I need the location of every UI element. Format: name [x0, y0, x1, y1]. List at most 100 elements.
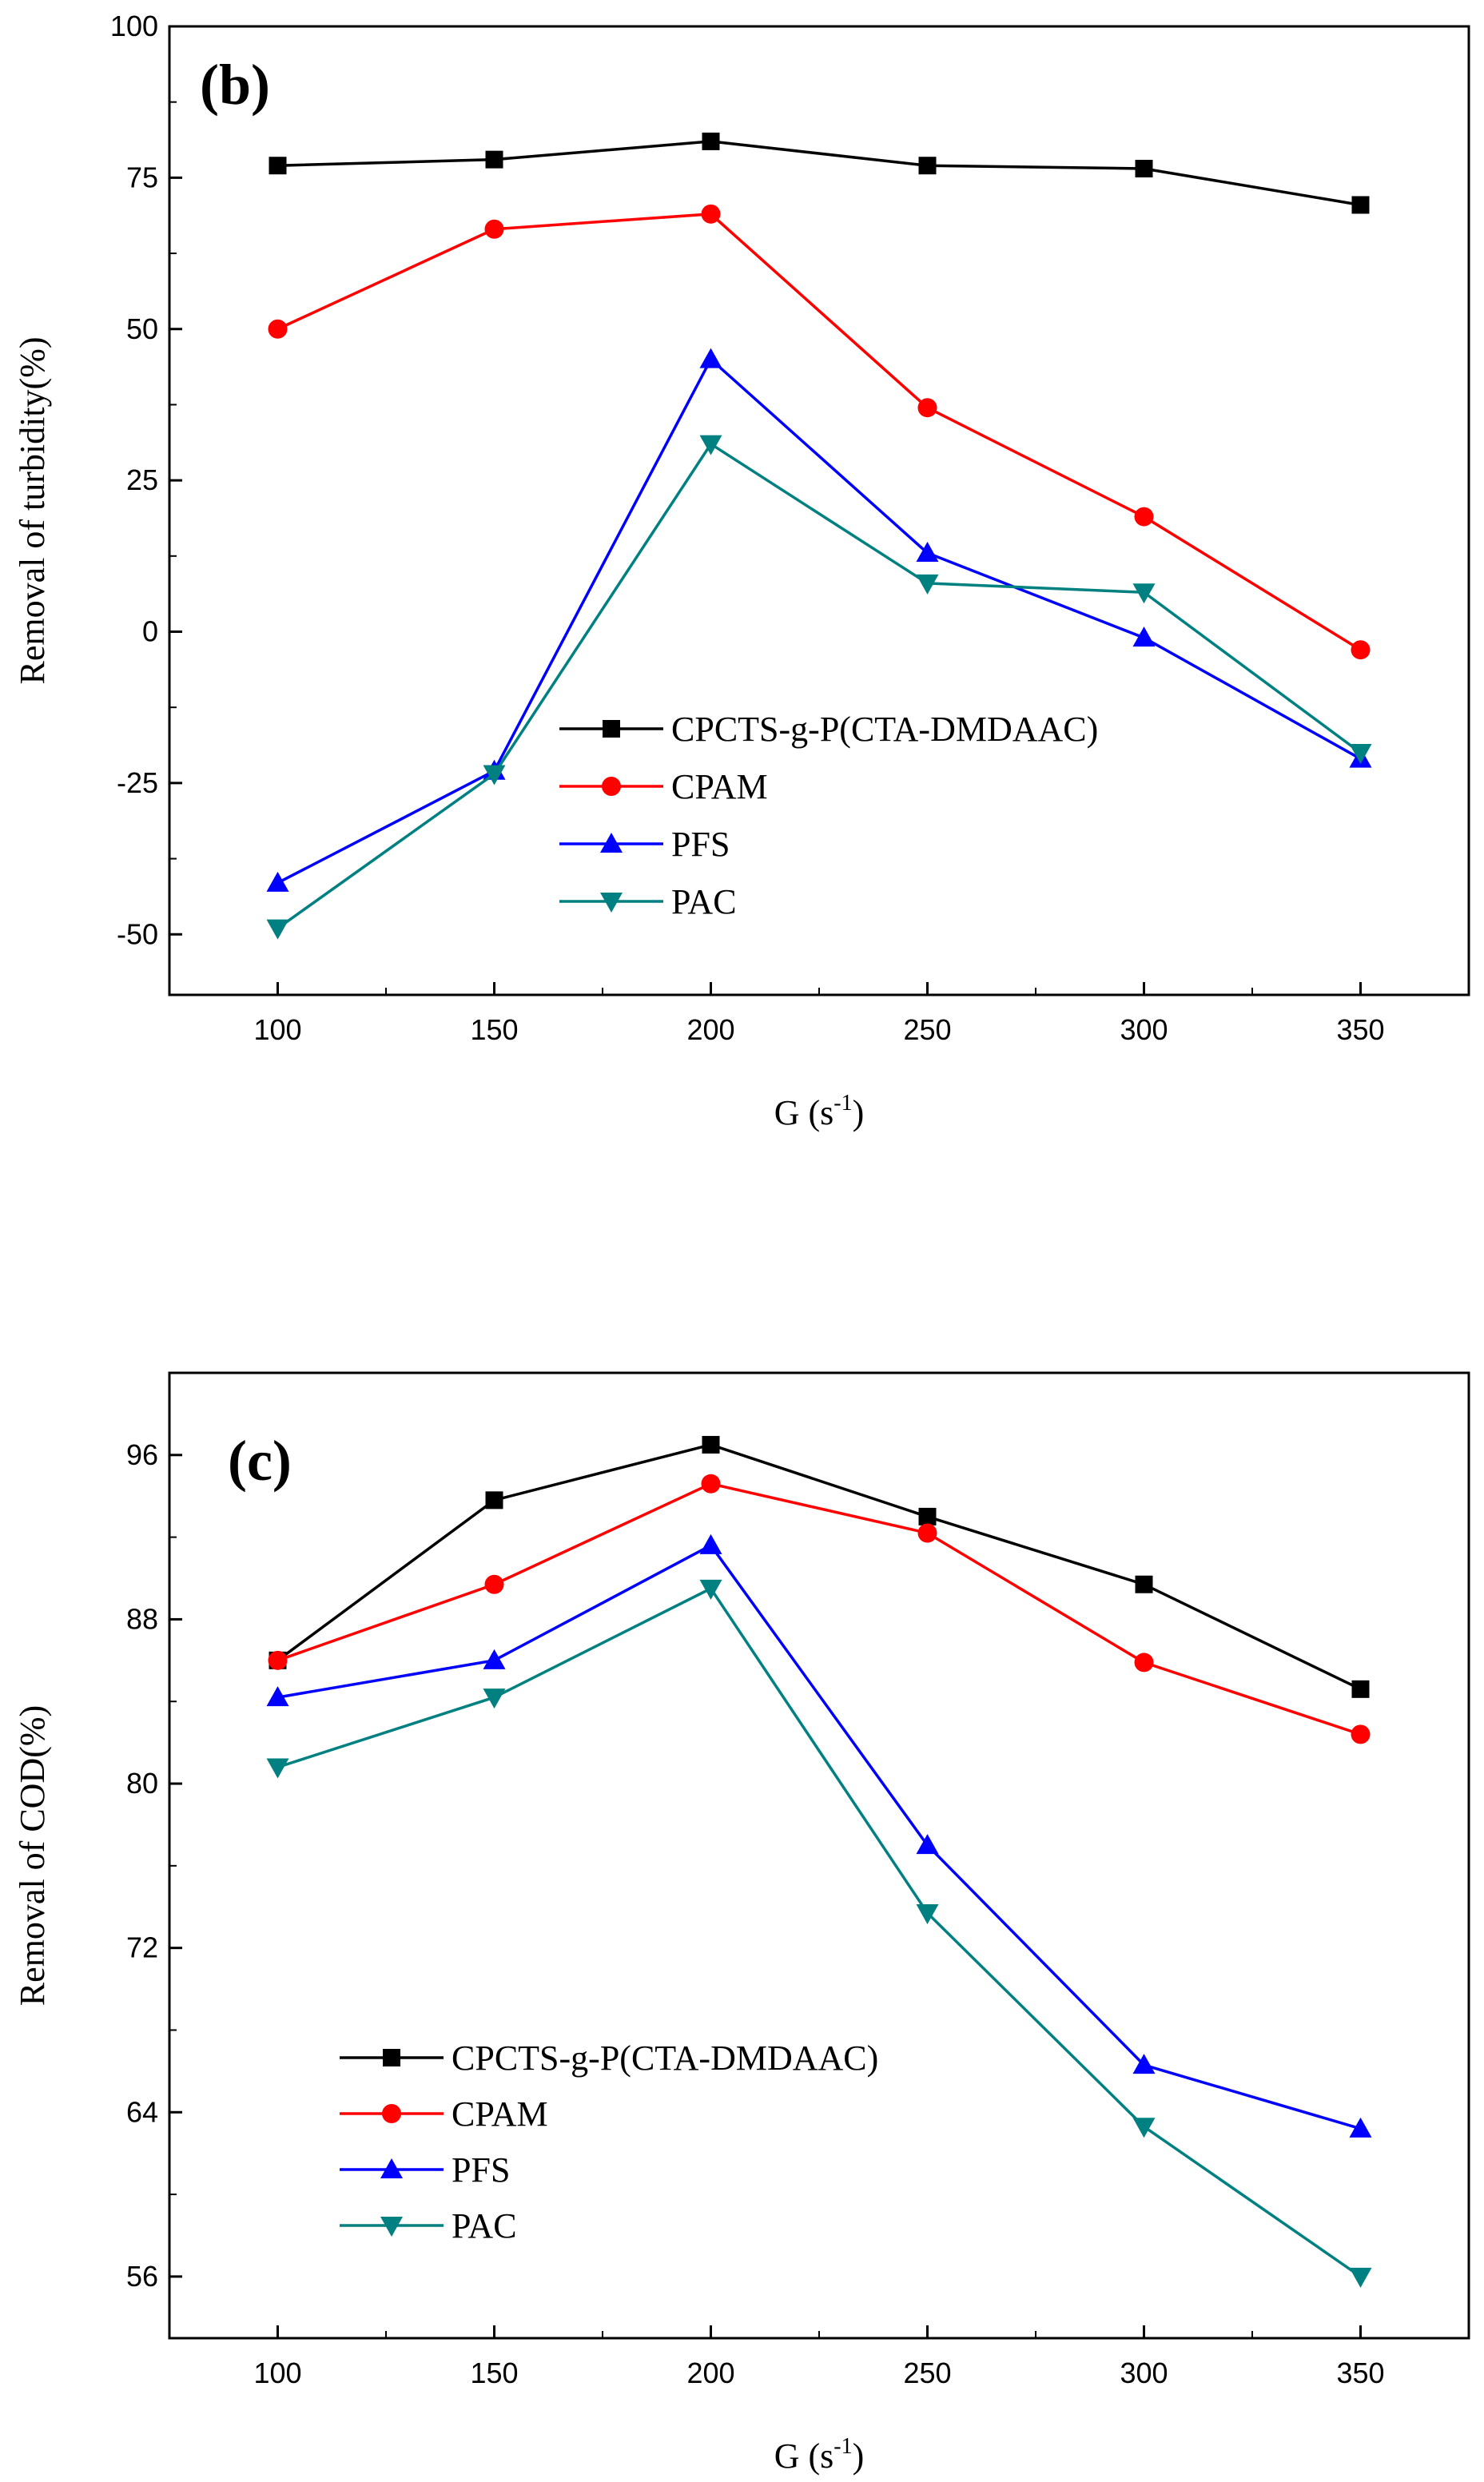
legend-marker-0 — [603, 720, 620, 738]
data-point-0-4 — [1135, 160, 1153, 178]
data-point-1-2 — [701, 204, 721, 224]
legend-marker-3 — [600, 893, 623, 913]
y-tick-label: 72 — [126, 1931, 158, 1964]
data-point-2-3 — [916, 1834, 939, 1855]
data-point-3-0 — [266, 919, 289, 940]
data-point-2-4 — [1132, 2054, 1156, 2074]
legend-label-0: CPCTS-g-P(CTA-DMDAAC) — [452, 2039, 878, 2078]
chart-panel-0: -50 -25 0 25 50 75 100 100 150 200 250 300 350 CPCTS-… — [13, 10, 1470, 1132]
data-point-1-4 — [1134, 1653, 1154, 1673]
y-tick-label: -25 — [117, 766, 158, 799]
legend-label-1: CPAM — [671, 767, 768, 806]
data-point-2-5 — [1349, 2117, 1372, 2138]
x-tick-label: 300 — [1120, 2357, 1168, 2389]
series-line-0 — [277, 1443, 1362, 1691]
data-point-3-1 — [483, 1688, 506, 1709]
data-point-0-2 — [702, 1435, 720, 1454]
y-tick-label: 25 — [126, 463, 158, 496]
legend-marker-2 — [600, 833, 623, 853]
series-line-1 — [277, 213, 1362, 651]
data-point-3-3 — [916, 1903, 939, 1924]
data-point-0-1 — [485, 1491, 503, 1509]
chart-panel-1: 56 64 72 80 88 96 100 150 200 250 300 350 CPCTS-g-P(… — [13, 1371, 1470, 2476]
y-tick-label: 64 — [126, 2095, 158, 2128]
data-point-0-0 — [269, 157, 287, 175]
data-point-1-0 — [268, 319, 288, 339]
y-tick-label: 80 — [126, 1767, 158, 1800]
legend-marker-2 — [380, 2158, 403, 2178]
data-point-3-4 — [1132, 583, 1156, 604]
x-tick-label: 150 — [470, 1013, 518, 1046]
data-point-0-5 — [1351, 196, 1370, 214]
y-tick-label: 0 — [142, 615, 158, 648]
data-point-1-3 — [917, 1523, 937, 1543]
legend-label-2: PFS — [452, 2150, 510, 2190]
x-tick-label: 250 — [903, 1013, 951, 1046]
y-tick-label: -50 — [117, 917, 158, 950]
data-point-3-3 — [916, 574, 939, 595]
data-point-3-5 — [1349, 744, 1372, 764]
data-point-2-2 — [699, 348, 722, 368]
y-tick-label: 50 — [126, 312, 158, 345]
legend-marker-1 — [602, 777, 621, 796]
data-point-2-1 — [483, 1649, 506, 1669]
data-point-1-5 — [1351, 1724, 1371, 1744]
data-point-0-3 — [918, 157, 937, 175]
series-line-1 — [277, 1482, 1362, 1736]
y-tick-label: 56 — [126, 2260, 158, 2293]
x-tick-label: 200 — [686, 1013, 734, 1046]
y-tick-label: 88 — [126, 1602, 158, 1635]
y-tick-label: 100 — [110, 10, 158, 42]
data-point-2-4 — [1132, 626, 1156, 647]
data-point-1-1 — [484, 219, 504, 239]
x-tick-label: 150 — [470, 2357, 518, 2389]
series-line-0 — [277, 140, 1361, 207]
legend-label-2: PFS — [671, 825, 730, 864]
data-point-3-1 — [483, 765, 506, 786]
data-point-1-3 — [917, 398, 937, 418]
data-point-3-5 — [1349, 2267, 1372, 2288]
data-point-0-5 — [1351, 1680, 1370, 1698]
data-point-3-2 — [699, 435, 722, 455]
x-axis-title: G (s-1) — [774, 2434, 865, 2476]
data-point-3-0 — [266, 1758, 289, 1779]
data-point-3-4 — [1132, 2118, 1156, 2138]
y-axis-title: Removal of turbidity(%) — [13, 336, 52, 684]
data-point-3-2 — [699, 1579, 722, 1600]
legend-label-3: PAC — [452, 2206, 517, 2245]
series-line-2 — [277, 1543, 1361, 2130]
series-line-3 — [277, 1586, 1362, 2278]
legend-marker-0 — [383, 2049, 400, 2066]
data-point-1-1 — [484, 1574, 504, 1594]
legend-marker-3 — [380, 2217, 403, 2237]
panel-label: (b) — [200, 53, 270, 117]
data-point-0-4 — [1135, 1575, 1153, 1593]
x-tick-label: 300 — [1120, 1013, 1168, 1046]
x-tick-label: 350 — [1336, 1013, 1384, 1046]
legend-label-0: CPCTS-g-P(CTA-DMDAAC) — [671, 710, 1098, 749]
y-tick-label: 75 — [126, 161, 158, 193]
x-axis-title: G (s-1) — [774, 1091, 865, 1132]
panel-label: (c) — [228, 1429, 292, 1493]
x-tick-label: 250 — [903, 2357, 951, 2389]
data-point-0-3 — [918, 1507, 937, 1525]
y-axis-title: Removal of COD(%) — [13, 1705, 52, 2006]
legend-label-1: CPAM — [452, 2094, 548, 2134]
x-tick-label: 100 — [253, 1013, 301, 1046]
data-point-1-2 — [701, 1474, 721, 1494]
data-point-0-2 — [702, 132, 720, 150]
data-point-2-2 — [699, 1533, 722, 1554]
data-point-1-0 — [268, 1650, 288, 1670]
data-point-1-5 — [1351, 640, 1371, 660]
x-tick-label: 350 — [1336, 2357, 1384, 2389]
data-point-2-0 — [266, 1686, 289, 1707]
data-point-0-1 — [485, 150, 503, 169]
y-tick-label: 96 — [126, 1438, 158, 1471]
legend-marker-1 — [382, 2104, 401, 2123]
legend-label-3: PAC — [671, 882, 737, 921]
x-tick-label: 100 — [253, 2357, 301, 2389]
series-line-2 — [277, 356, 1362, 885]
series-line-3 — [277, 442, 1362, 930]
x-tick-label: 200 — [686, 2357, 734, 2389]
